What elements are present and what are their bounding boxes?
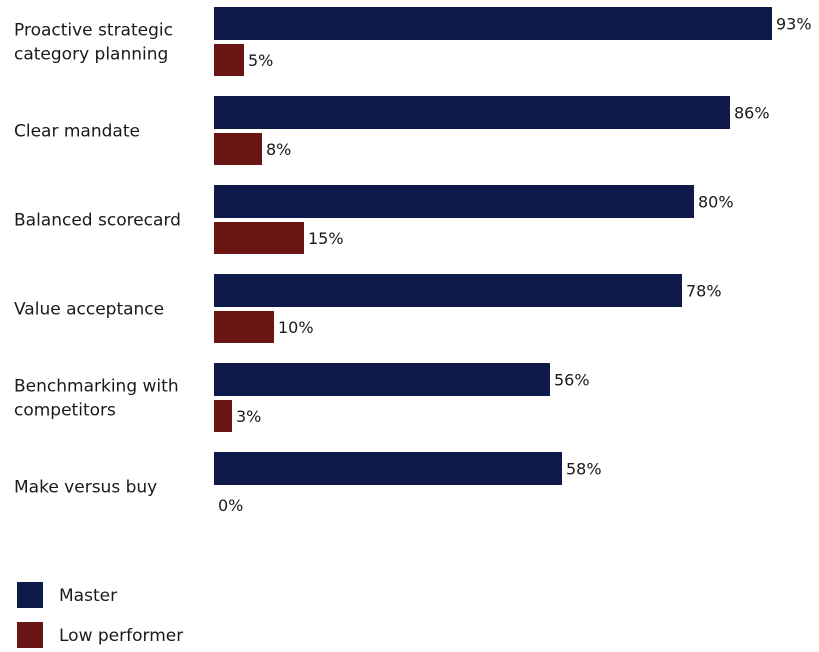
category-label-balanced-scorecard: Balanced scorecard — [14, 211, 181, 231]
legend-swatch-low-performer — [17, 622, 43, 648]
value-label-master-proactive-strategic-category-planning: 93% — [776, 15, 812, 34]
bar-low-performer-benchmarking-with-competitors — [214, 400, 232, 432]
value-label-master-clear-mandate: 86% — [734, 104, 770, 123]
value-label-low-performer-balanced-scorecard: 15% — [308, 229, 344, 248]
value-label-low-performer-benchmarking-with-competitors: 3% — [236, 407, 261, 426]
category-label-value-acceptance: Value acceptance — [14, 300, 164, 320]
legend-label-low-performer: Low performer — [59, 626, 183, 646]
bar-master-clear-mandate — [214, 96, 730, 129]
category-label-make-versus-buy: Make versus buy — [14, 478, 157, 498]
value-label-low-performer-value-acceptance: 10% — [278, 318, 314, 337]
bar-low-performer-clear-mandate — [214, 133, 262, 165]
legend-swatch-master — [17, 582, 43, 608]
value-label-master-make-versus-buy: 58% — [566, 460, 602, 479]
bar-master-proactive-strategic-category-planning — [214, 7, 772, 40]
value-label-master-value-acceptance: 78% — [686, 282, 722, 301]
bar-master-make-versus-buy — [214, 452, 562, 485]
bar-low-performer-value-acceptance — [214, 311, 274, 343]
category-label-benchmarking-with-competitors: Benchmarking with competitors — [14, 377, 179, 421]
legend-label-master: Master — [59, 586, 117, 606]
bar-master-balanced-scorecard — [214, 185, 694, 218]
category-label-line: Value acceptance — [14, 300, 164, 320]
category-label-clear-mandate: Clear mandate — [14, 122, 140, 142]
value-label-low-performer-proactive-strategic-category-planning: 5% — [248, 51, 273, 70]
category-label-line: Benchmarking with — [14, 377, 179, 397]
bar-low-performer-proactive-strategic-category-planning — [214, 44, 244, 76]
value-label-master-balanced-scorecard: 80% — [698, 193, 734, 212]
value-label-low-performer-clear-mandate: 8% — [266, 140, 291, 159]
category-label-line: Clear mandate — [14, 122, 140, 142]
category-label-line: Balanced scorecard — [14, 211, 181, 231]
bar-master-value-acceptance — [214, 274, 682, 307]
category-label-line: category planning — [14, 45, 168, 65]
category-label-line: competitors — [14, 401, 116, 421]
bar-low-performer-balanced-scorecard — [214, 222, 304, 254]
value-label-low-performer-make-versus-buy: 0% — [218, 496, 243, 515]
category-label-line: Proactive strategic — [14, 21, 173, 41]
value-label-master-benchmarking-with-competitors: 56% — [554, 371, 590, 390]
bar-master-benchmarking-with-competitors — [214, 363, 550, 396]
category-label-line: Make versus buy — [14, 478, 157, 498]
category-label-proactive-strategic-category-planning: Proactive strategic category planning — [14, 21, 173, 65]
